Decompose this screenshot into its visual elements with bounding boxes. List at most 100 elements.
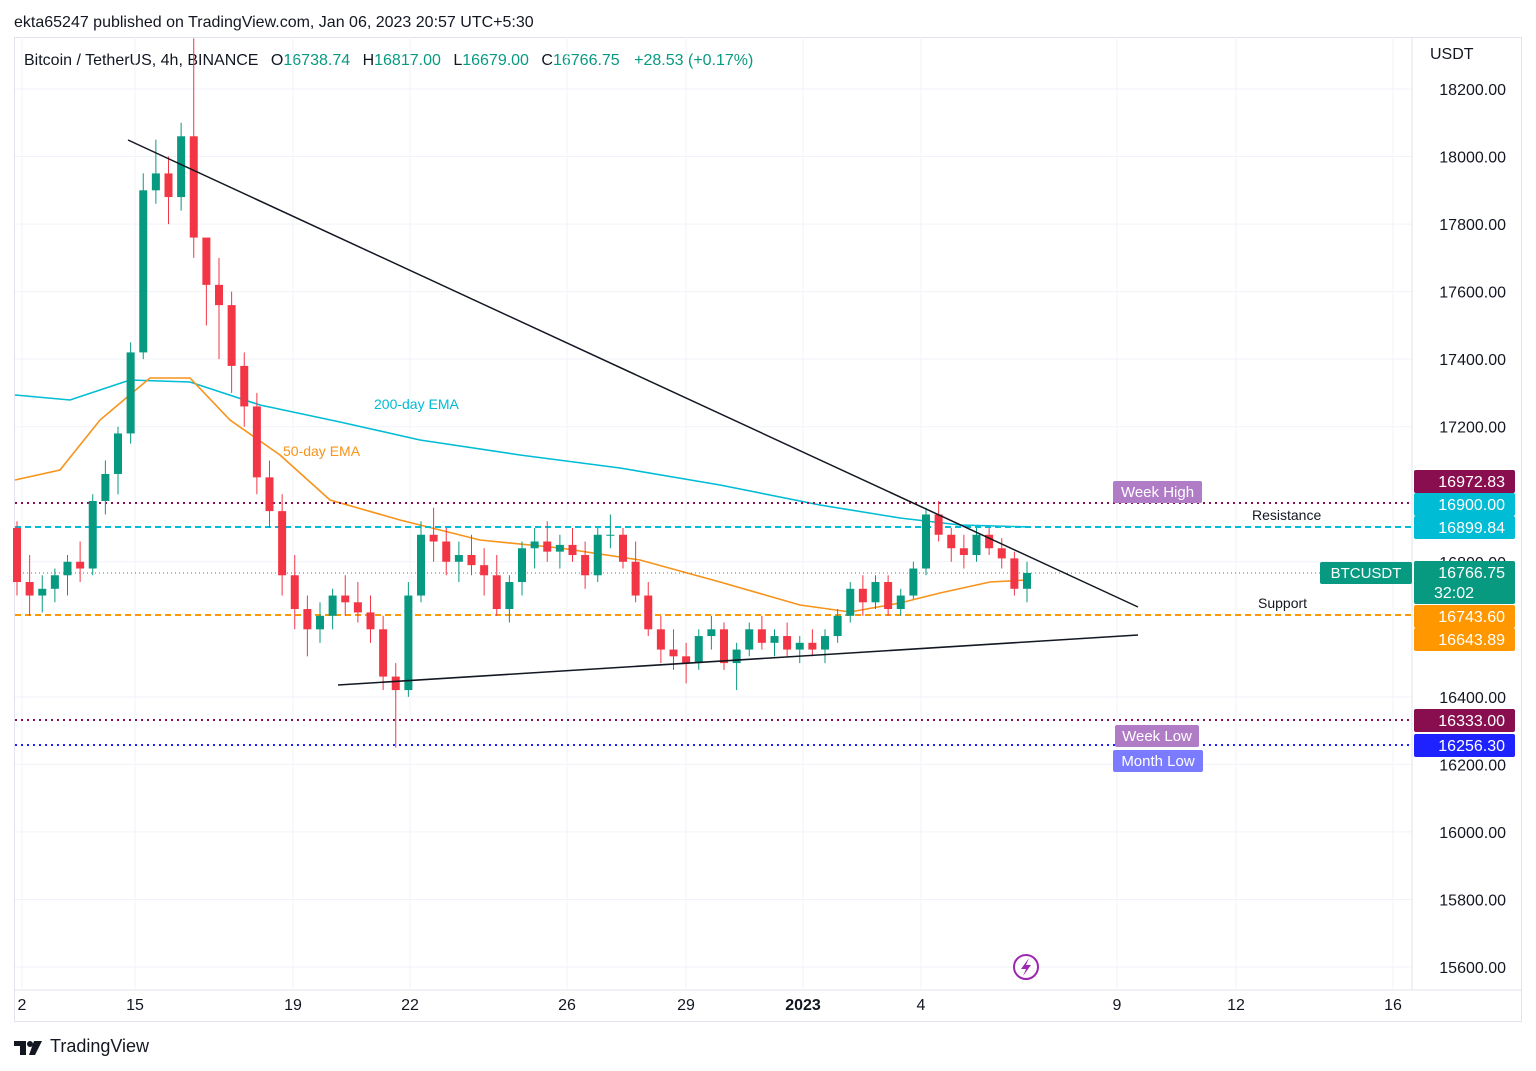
publish-info: ekta65247 published on TradingView.com, … — [14, 14, 534, 31]
candle-body — [63, 561, 72, 576]
candle-body — [682, 656, 691, 664]
price-tick: 17400.00 — [1439, 352, 1506, 369]
candle-body — [353, 602, 362, 613]
candle-body — [858, 588, 867, 603]
resistance-badge-a-bg — [1414, 493, 1515, 516]
candle-body — [846, 588, 855, 616]
candle-body — [278, 511, 287, 576]
open-value: 16738.74 — [283, 52, 351, 69]
candle-body — [505, 582, 514, 610]
candle-body — [707, 629, 716, 637]
support-badge-b-bg — [1414, 628, 1515, 651]
price-badges: 16972.83 16900.00 16899.84 16766.75 32:02 167… — [1414, 470, 1515, 757]
candle-body — [189, 136, 198, 238]
candle-body — [492, 575, 501, 610]
ema200-label: 200-day EMA — [374, 396, 459, 412]
candle-body — [795, 642, 804, 650]
price-tick: 16400.00 — [1439, 690, 1506, 707]
price-tick: 18200.00 — [1439, 82, 1506, 99]
symbol-tag: BTCUSDT — [1331, 565, 1402, 582]
price-tick: 18000.00 — [1439, 150, 1506, 167]
candle-body — [619, 534, 627, 562]
month-low-tag-bg — [1113, 750, 1203, 772]
time-axis: 2 15 19 22 26 29 2023 4 9 12 16 — [18, 997, 1402, 1014]
candle-body — [379, 629, 388, 677]
candle-body — [833, 615, 842, 637]
time-tick: 15 — [126, 997, 144, 1014]
candle-body — [76, 561, 85, 569]
resistance-badge-b-bg — [1414, 516, 1515, 539]
candle-body — [922, 514, 930, 569]
ema50-label: 50-day EMA — [283, 443, 361, 459]
close-label: C — [541, 52, 553, 69]
week-low-badge: 16333.00 — [1438, 713, 1505, 730]
candle-body — [606, 534, 615, 536]
candle-body — [114, 433, 122, 474]
candle-body — [13, 528, 21, 583]
low-label: L — [453, 52, 463, 69]
candle-body — [530, 541, 539, 549]
resistance-label: Resistance — [1252, 507, 1321, 523]
candle-body — [783, 636, 792, 650]
candle-body — [265, 477, 274, 512]
tradingview-logo[interactable]: TradingView — [14, 1036, 149, 1057]
time-tick: 26 — [558, 997, 576, 1014]
candle-body — [934, 514, 943, 535]
descending-trendline — [127, 139, 1139, 608]
lightning-icon[interactable] — [1013, 954, 1039, 980]
candle-body — [808, 642, 817, 650]
candle-body — [757, 629, 766, 643]
week-low-badge-bg — [1414, 709, 1515, 732]
week-low-tag-bg — [1115, 725, 1199, 747]
candle-body — [139, 190, 148, 353]
candle-body — [884, 582, 893, 610]
grid-lines — [15, 37, 1522, 991]
ascending-trendline — [337, 634, 1139, 686]
candle-body — [745, 629, 754, 650]
candle-body — [252, 406, 261, 478]
candle-body — [972, 534, 981, 556]
time-tick: 19 — [284, 997, 302, 1014]
countdown: 32:02 — [1434, 585, 1474, 602]
candle-body — [985, 534, 994, 549]
candle-body — [947, 534, 956, 549]
week-high-tag: Week High — [1121, 484, 1194, 501]
candle-body — [366, 612, 375, 630]
resistance-badge-b: 16899.84 — [1438, 520, 1505, 537]
price-tick: 17800.00 — [1439, 217, 1506, 234]
time-tick: 4 — [917, 997, 926, 1014]
candle-body — [202, 237, 211, 285]
candle-body — [555, 544, 564, 552]
week-high-badge: 16972.83 — [1438, 474, 1505, 491]
symbol-legend[interactable]: Bitcoin / TetherUS, 4h, BINANCE O16738.7… — [24, 52, 753, 70]
price-tick: 17600.00 — [1439, 285, 1506, 302]
candle-body — [126, 352, 135, 434]
candle-body — [593, 534, 602, 576]
month-low-badge-bg — [1414, 734, 1515, 757]
time-tick: 2023 — [785, 997, 821, 1014]
week-low-tag: Week Low — [1122, 728, 1192, 745]
candle-body — [227, 305, 236, 366]
candle-body — [959, 548, 968, 556]
trendlines — [127, 139, 1139, 686]
candle-body — [404, 595, 413, 691]
candle-body — [164, 173, 173, 198]
open-label: O — [270, 52, 284, 69]
price-tick: 15800.00 — [1439, 892, 1506, 909]
candle-body — [25, 582, 34, 596]
candle-body — [50, 575, 59, 589]
price-tick: 16200.00 — [1439, 757, 1506, 774]
support-badge-a: 16743.60 — [1438, 609, 1505, 626]
candle-body — [215, 284, 223, 306]
candle-body — [581, 555, 590, 576]
time-tick: 22 — [401, 997, 419, 1014]
resistance-badge-a: 16900.00 — [1438, 497, 1505, 514]
week-high-tag-bg — [1113, 481, 1202, 503]
last-price-badge: 16766.75 — [1438, 565, 1505, 582]
candle-body — [101, 473, 110, 501]
time-tick: 16 — [1384, 997, 1402, 1014]
time-tick: 29 — [677, 997, 695, 1014]
candle-body — [732, 649, 741, 664]
candle-body — [720, 629, 728, 664]
